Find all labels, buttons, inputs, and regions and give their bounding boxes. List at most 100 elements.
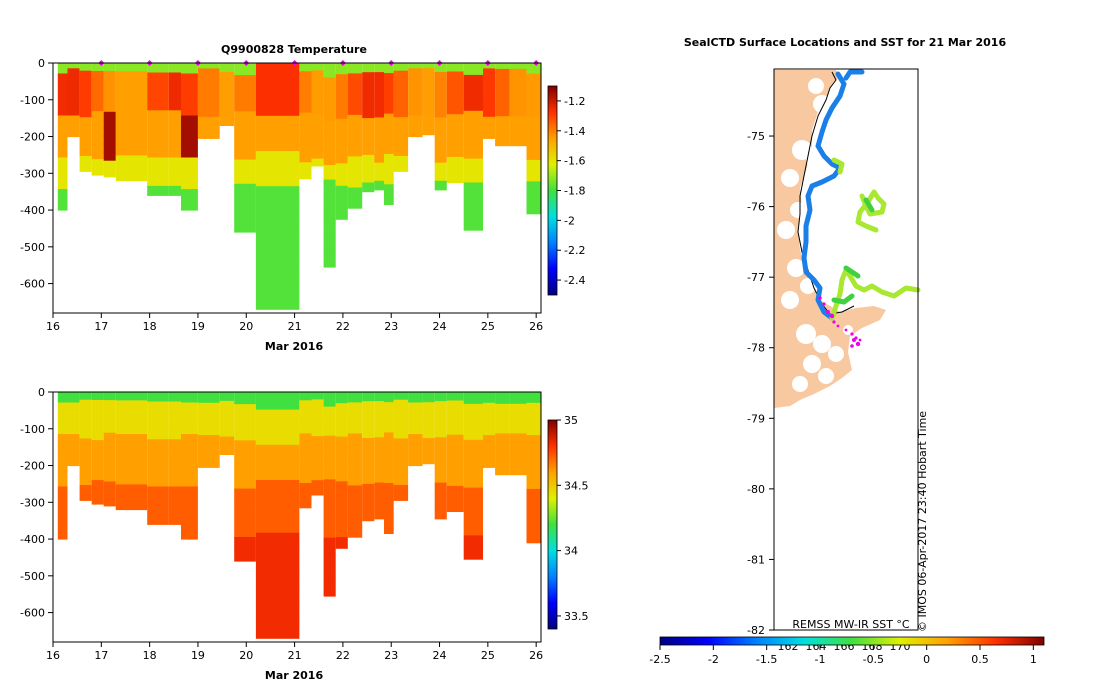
profile-cell xyxy=(181,105,198,116)
profile-cell xyxy=(509,451,527,458)
profile-cell xyxy=(495,392,510,399)
profile-cell xyxy=(169,477,182,488)
profile-cell xyxy=(483,429,496,436)
profile-cell xyxy=(323,406,336,422)
profile-cell xyxy=(362,90,375,101)
profile-cell xyxy=(181,434,198,445)
profile-cell xyxy=(323,106,336,122)
profile-cell xyxy=(198,89,220,96)
profile-cell xyxy=(463,74,483,88)
profile-cell xyxy=(393,78,409,87)
profile-cell xyxy=(408,460,423,467)
profile-cell xyxy=(434,180,447,191)
profile-cell xyxy=(384,184,394,195)
profile-cell xyxy=(147,119,169,130)
profile-cell xyxy=(91,400,104,409)
profile-cell xyxy=(408,105,423,111)
profile-cell xyxy=(103,408,116,417)
profile-cell xyxy=(463,158,483,171)
profile-cell xyxy=(255,63,300,82)
profile-cell xyxy=(169,401,182,412)
profile-cell xyxy=(374,135,384,146)
profile-cell xyxy=(115,113,148,123)
profile-cell xyxy=(374,99,384,109)
temperature-x-label: Mar 2016 xyxy=(265,340,324,353)
profile-cell xyxy=(299,170,312,180)
profile-cell xyxy=(103,481,116,491)
profile-cell xyxy=(299,408,312,418)
profile-cell xyxy=(311,129,324,138)
profile-cell xyxy=(463,475,483,488)
profile-cell xyxy=(57,455,68,466)
profile-cell xyxy=(255,256,300,275)
x-tick-label: 18 xyxy=(143,320,157,333)
profile-cell xyxy=(509,116,527,123)
profile-cell xyxy=(384,402,394,413)
profile-cell xyxy=(495,128,510,135)
x-tick-label: 16 xyxy=(46,320,60,333)
profile-cell xyxy=(526,106,541,118)
profile-cell xyxy=(91,472,104,481)
profile-cell xyxy=(509,80,527,88)
profile-cell xyxy=(57,476,68,487)
profile-cell xyxy=(57,189,68,201)
profile-cell xyxy=(147,458,169,469)
profile-cell xyxy=(311,414,324,422)
profile-cell xyxy=(91,143,104,152)
profile-cell xyxy=(463,523,483,536)
profile-cell xyxy=(384,462,394,474)
profile-cell xyxy=(115,172,148,182)
profile-cell xyxy=(57,413,68,424)
profile-cell xyxy=(362,136,375,147)
profile-cell xyxy=(79,477,92,486)
profile-cell xyxy=(299,392,312,401)
profile-cell xyxy=(234,512,256,526)
profile-cell xyxy=(147,392,169,402)
profile-cell xyxy=(57,392,68,403)
profile-cell xyxy=(311,143,324,152)
profile-cell xyxy=(362,127,375,137)
profile-cell xyxy=(408,68,423,75)
profile-cell xyxy=(408,423,423,430)
profile-cell xyxy=(408,407,423,414)
x-tick-label: 20 xyxy=(239,649,253,662)
profile-cell xyxy=(181,444,198,456)
profile-cell xyxy=(103,457,116,466)
profile-cell xyxy=(198,111,220,118)
profile-cell xyxy=(169,148,182,159)
sst-tick-label: 0 xyxy=(923,653,930,666)
profile-cell xyxy=(299,79,312,89)
profile-cell xyxy=(147,401,169,412)
profile-cell xyxy=(483,116,496,123)
profile-cell xyxy=(393,101,409,110)
profile-cell xyxy=(181,94,198,106)
profile-cell xyxy=(463,403,483,417)
profile-cell xyxy=(103,111,116,121)
profile-cell xyxy=(422,88,435,95)
profile-cell xyxy=(255,567,300,586)
profile-cell xyxy=(422,427,435,434)
profile-cell xyxy=(446,174,464,183)
profile-cell xyxy=(91,488,104,497)
profile-cell xyxy=(169,448,182,459)
profile-cell xyxy=(79,125,92,134)
profile-cell xyxy=(103,152,116,162)
profile-cell xyxy=(526,149,541,161)
profile-cell xyxy=(115,155,148,165)
profile-cell xyxy=(408,78,423,85)
profile-cell xyxy=(219,80,235,86)
profile-cell xyxy=(434,126,447,136)
profile-cell xyxy=(147,429,169,440)
profile-cell xyxy=(323,464,336,480)
temperature-cells xyxy=(57,63,541,310)
x-tick-label: 16 xyxy=(46,649,60,662)
profile-cell xyxy=(198,95,220,102)
profile-cell xyxy=(434,153,447,164)
profile-cell xyxy=(79,94,92,103)
profile-cell xyxy=(446,105,464,115)
profile-cell xyxy=(234,500,256,514)
x-tick-label: 26 xyxy=(529,320,543,333)
profile-cell xyxy=(393,148,409,157)
profile-cell xyxy=(408,455,423,461)
profile-cell xyxy=(335,152,348,164)
